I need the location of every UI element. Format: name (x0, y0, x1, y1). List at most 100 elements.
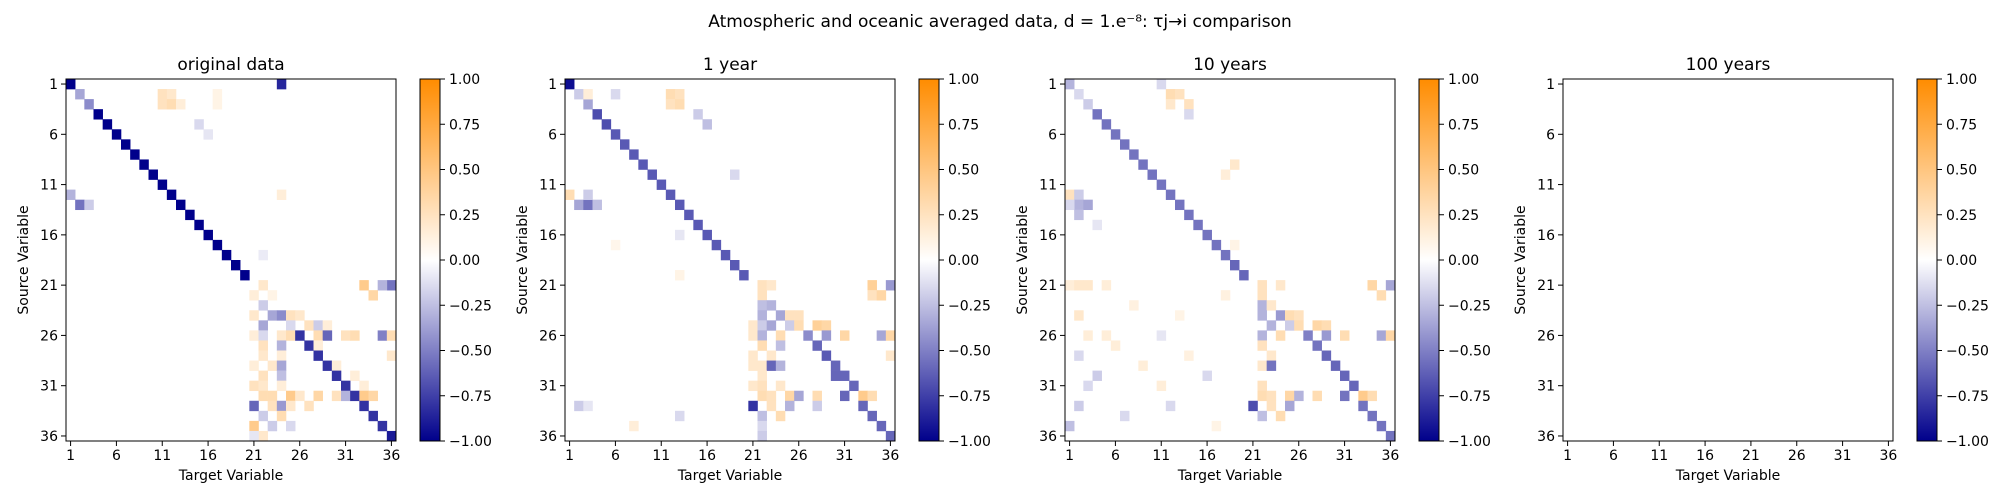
heatmap-cell (377, 280, 388, 291)
heatmap-cell (1266, 320, 1277, 331)
heatmap-cell (1074, 350, 1084, 361)
heatmap-cell (693, 219, 703, 231)
heatmap-cell (286, 330, 296, 341)
heatmap-cell (166, 99, 177, 110)
heatmap-cell (258, 370, 268, 381)
y-tick-label: 16 (1537, 228, 1555, 244)
x-tick-label: 11 (1152, 448, 1170, 464)
heatmap-cell (286, 310, 296, 321)
heatmap-cell (1257, 310, 1267, 321)
heatmap-cell (1285, 390, 1295, 402)
heatmap-cell (1120, 139, 1130, 150)
colorbar-tick-label: 0.50 (449, 163, 480, 179)
heatmap-cell (610, 239, 621, 251)
colorbar: 1.00 0.75 0.50 0.25 0.00 −0.25 −0.50 −0.75 −1.00 (1418, 72, 1491, 450)
heatmap-cell (276, 380, 287, 392)
heatmap-cell (757, 320, 767, 331)
colorbar-tick-label: 1.00 (948, 72, 979, 88)
heatmap-cell (258, 249, 268, 261)
heatmap-cell (840, 330, 850, 341)
x-tick-label: 26 (790, 448, 808, 464)
heatmap-cell (1257, 380, 1267, 392)
heatmap-cell (858, 400, 868, 412)
heatmap-cell (276, 189, 287, 200)
heatmap-cell (1074, 209, 1084, 221)
heatmap-cell (1156, 380, 1167, 392)
heatmap-cell (748, 380, 758, 392)
heatmap-cell (75, 89, 85, 100)
heatmap-cell (757, 360, 767, 371)
heatmap-cell (1074, 89, 1084, 100)
heatmap-cell (665, 89, 676, 100)
heatmap-cell (249, 310, 259, 321)
heatmap-cell (75, 199, 85, 211)
colorbar-tick-label: −0.25 (948, 298, 991, 314)
heatmap-cell (675, 410, 685, 422)
heatmap-cell (313, 320, 323, 331)
heatmap-cell (130, 149, 140, 160)
heatmap-cell (675, 229, 685, 241)
heatmap-cell (748, 400, 758, 412)
heatmap-cell (766, 390, 777, 402)
y-axis-label: Source Variable (16, 205, 32, 314)
heatmap-cell (1321, 320, 1332, 331)
heatmap-cell (1083, 99, 1093, 110)
x-tick-label: 16 (698, 448, 716, 464)
heatmap-cell (249, 400, 259, 412)
heatmap-cell (1138, 360, 1148, 371)
heatmap-cell (1220, 249, 1231, 261)
heatmap-cell (1376, 330, 1387, 341)
heatmap-cell (386, 330, 397, 341)
heatmap-cell (1074, 400, 1084, 412)
heatmap-cell (295, 390, 305, 402)
heatmap-cell (1294, 310, 1304, 321)
heatmap-cell (1312, 340, 1322, 351)
heatmap-cell (313, 390, 323, 402)
heatmap-cell (601, 119, 612, 130)
heatmap-cell (794, 390, 804, 402)
heatmap-cell (359, 380, 369, 392)
heatmap-cell (1340, 390, 1350, 402)
heatmap-cell (249, 290, 259, 301)
colorbar: 1.00 0.75 0.50 0.25 0.00 −0.25 −0.50 −0.75 −1.00 (419, 72, 492, 450)
x-axis-label: Target Variable (1675, 468, 1780, 484)
heatmap-cell (867, 390, 877, 402)
heatmap-cell (766, 320, 777, 331)
heatmap-cell (1156, 330, 1167, 341)
x-tick-label: 16 (199, 448, 217, 464)
y-tick-label: 6 (1546, 127, 1555, 143)
colorbar: 1.00 0.75 0.50 0.25 0.00 −0.25 −0.50 −0.75 −1.00 (1916, 72, 1989, 450)
heatmap-cell (620, 139, 630, 150)
x-axis-label: Target Variable (1177, 468, 1282, 484)
heatmap-cell (885, 430, 896, 442)
heatmap-cell (258, 320, 268, 331)
heatmap-cell (1065, 280, 1075, 291)
heatmap-cell (221, 249, 232, 261)
heatmap-cell (592, 199, 602, 211)
colorbar-tick-label: −1.00 (449, 434, 492, 450)
y-tick-label: 36 (1039, 429, 1057, 445)
heatmap-cell (583, 189, 593, 200)
heatmap-cell (775, 380, 786, 392)
heatmap-cell (1065, 199, 1075, 211)
heatmap-cell (231, 260, 241, 271)
heatmap-cell (757, 300, 767, 311)
heatmap-cell (276, 330, 287, 341)
heatmap-cell (821, 330, 832, 341)
heatmap-cell (66, 79, 76, 90)
heatmap-cell (1083, 280, 1093, 291)
heatmap-cell (629, 420, 639, 432)
heatmap-cell (359, 390, 369, 402)
heatmap-cell (757, 390, 767, 402)
heatmap-cell (1257, 410, 1267, 422)
heatmap-cell (276, 410, 287, 422)
heatmap-cell (148, 169, 158, 180)
heatmap-cell (821, 350, 832, 361)
heatmap-cell (821, 320, 832, 331)
x-tick-label: 21 (1742, 448, 1760, 464)
heatmap-cell (876, 330, 887, 341)
heatmap-cell (1257, 290, 1267, 301)
panel-title: 1 year (703, 55, 757, 75)
heatmap-cell (1376, 290, 1387, 301)
colorbar-tick-label: −0.50 (948, 344, 991, 360)
